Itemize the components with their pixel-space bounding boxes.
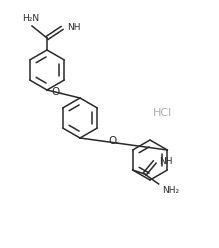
Text: H₂N: H₂N bbox=[22, 14, 40, 23]
Text: HCl: HCl bbox=[152, 108, 172, 118]
Text: O: O bbox=[109, 136, 117, 146]
Text: O: O bbox=[52, 87, 60, 97]
Text: NH: NH bbox=[67, 23, 81, 31]
Text: NH₂: NH₂ bbox=[162, 186, 179, 195]
Text: NH: NH bbox=[159, 156, 172, 165]
